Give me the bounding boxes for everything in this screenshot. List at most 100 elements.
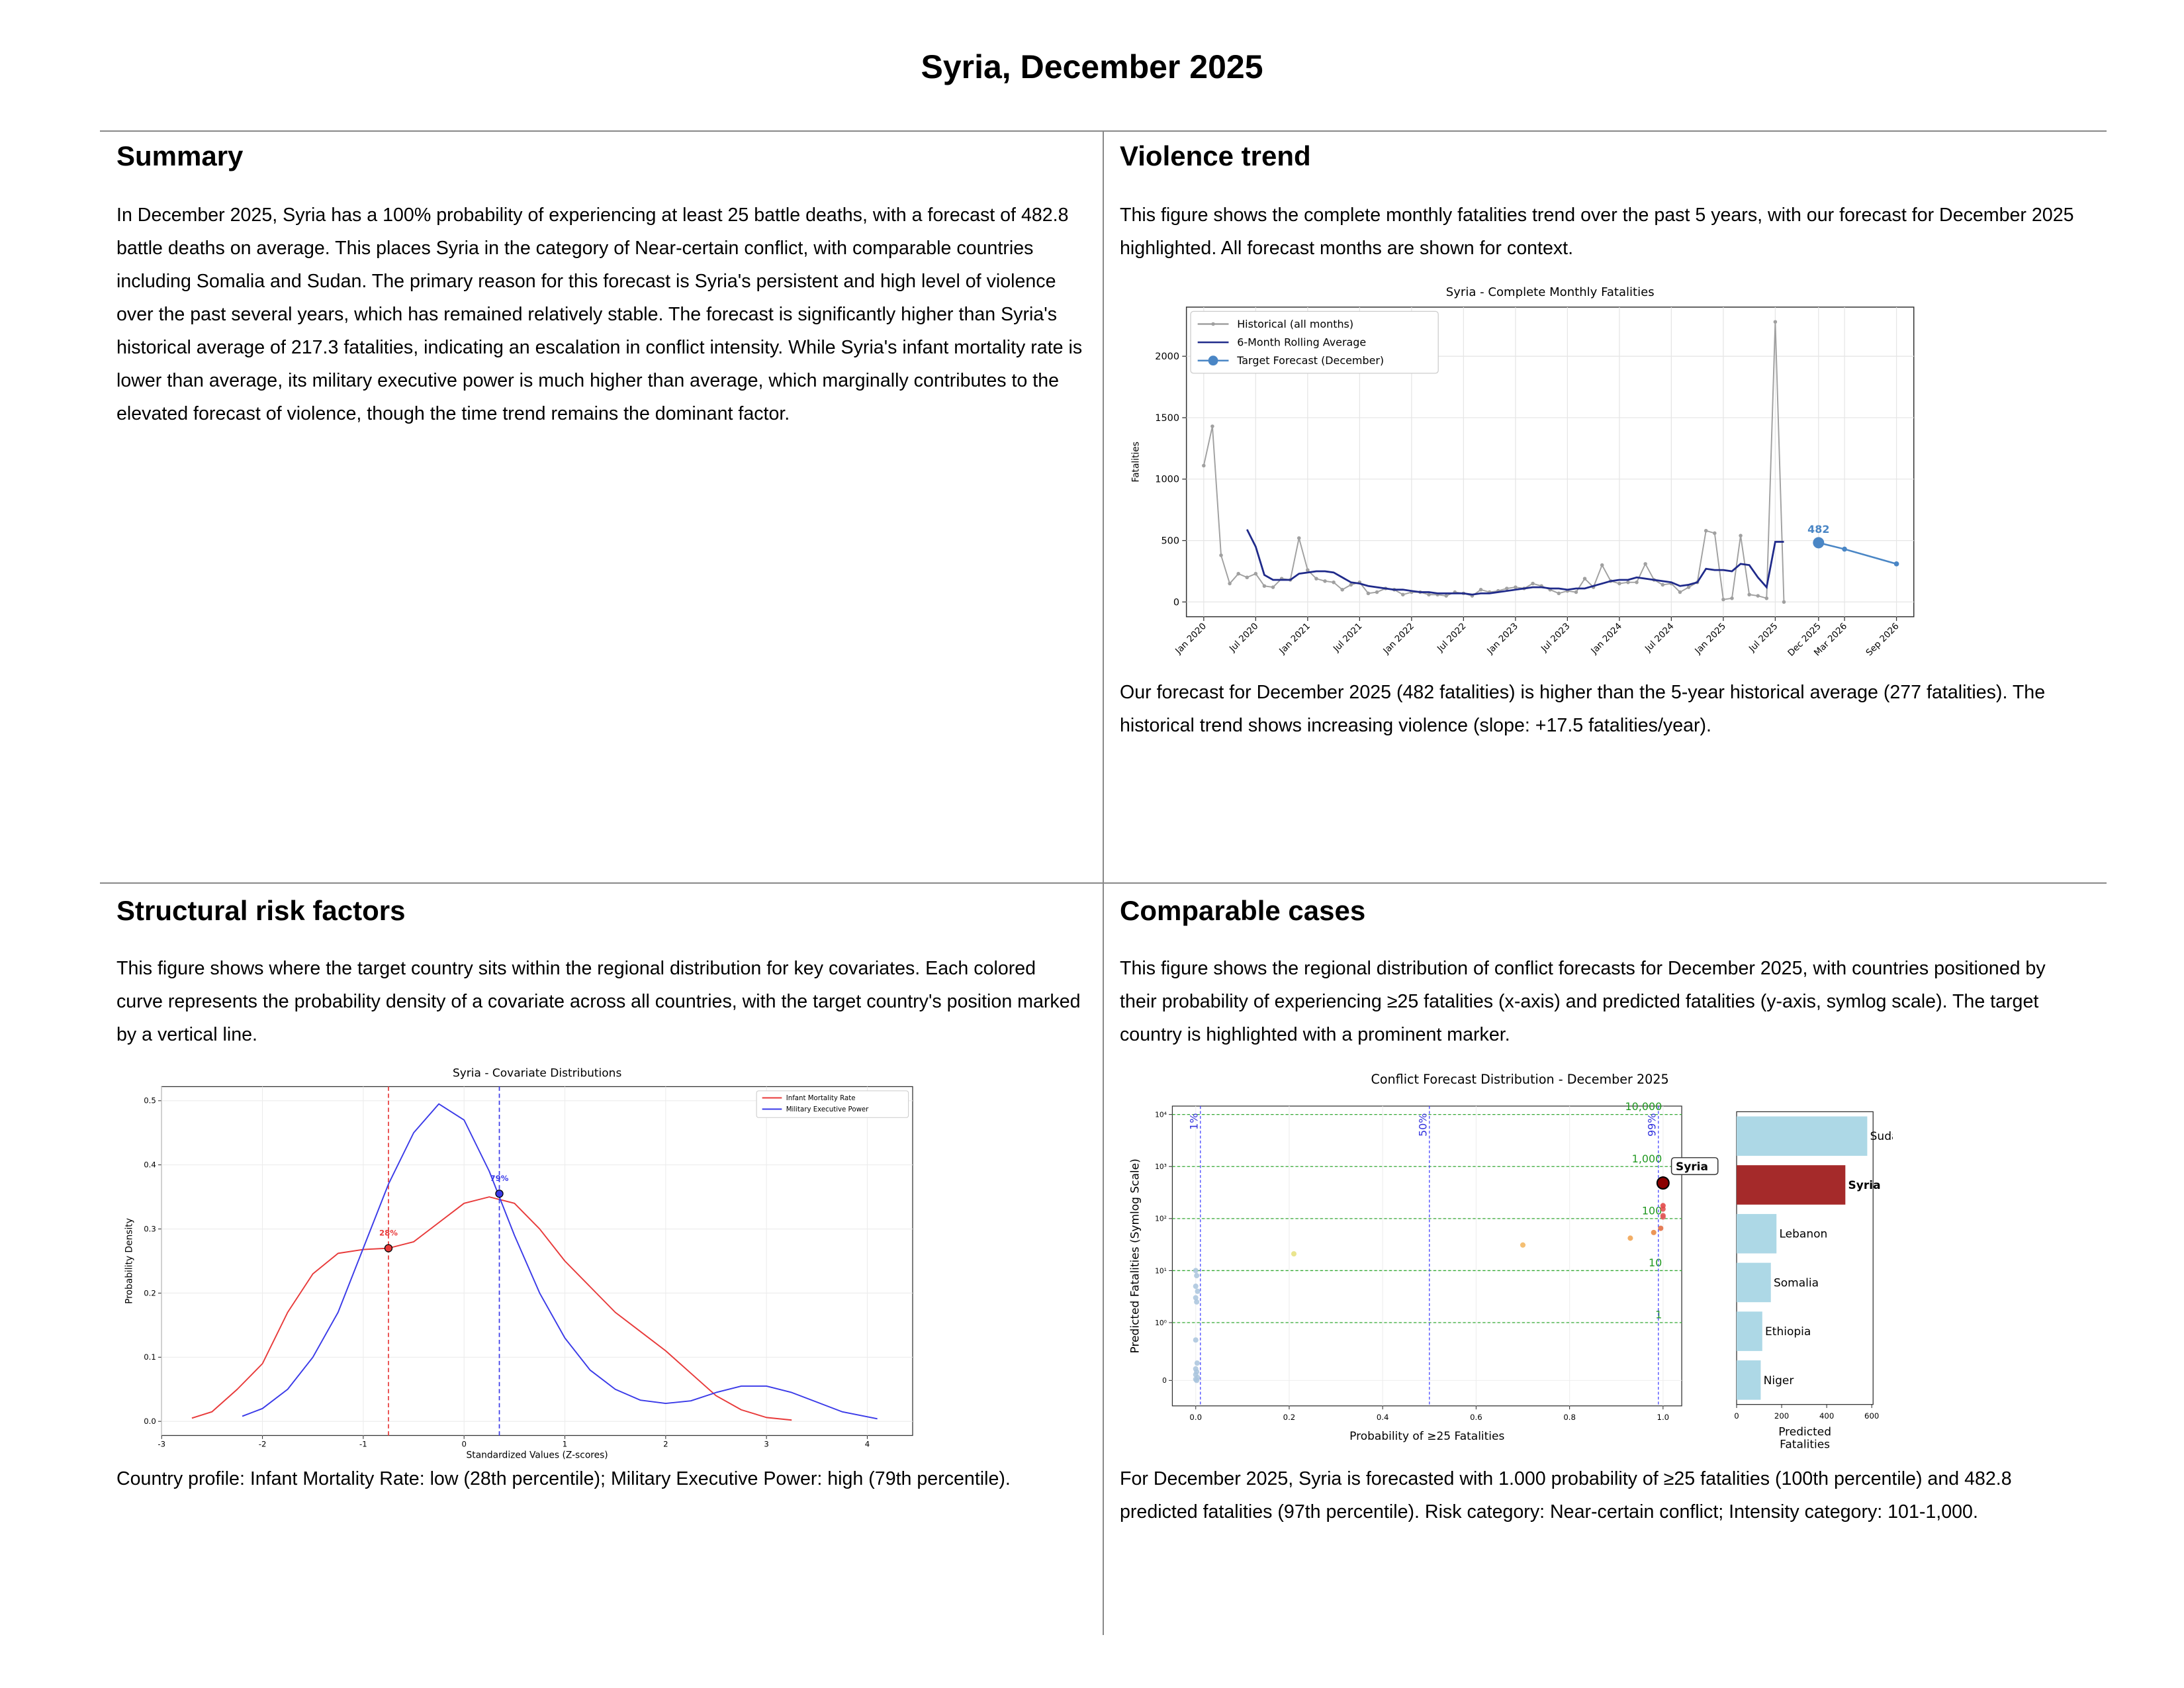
- x-tick-label: 0.6: [1470, 1413, 1482, 1422]
- bar-label: Syria: [1848, 1179, 1881, 1192]
- data-point: [1332, 580, 1336, 585]
- x-tick-label: 1.0: [1657, 1413, 1670, 1422]
- data-label: 482: [1807, 523, 1829, 536]
- x-axis-label: Predicted: [1778, 1425, 1831, 1438]
- x-tick-label: Jul 2024: [1643, 622, 1676, 655]
- data-point: [1686, 585, 1691, 589]
- data-point: [1730, 596, 1734, 600]
- legend: [1190, 310, 1439, 374]
- figure-caption: Country profile: Infant Mortality Rate: …: [116, 1468, 1011, 1489]
- data-point: [1210, 424, 1214, 428]
- data-point: [1600, 563, 1604, 567]
- data-point: [1704, 528, 1708, 533]
- target-marker: [384, 1244, 393, 1252]
- figure-caption: For December 2025, Syria is forecasted w…: [1120, 1468, 2012, 1523]
- data-point: [1314, 577, 1318, 581]
- x-tick-label: Jul 2022: [1435, 622, 1469, 655]
- x-tick-label: 2: [663, 1440, 668, 1449]
- target-label: Syria: [1676, 1160, 1708, 1174]
- data-point: [1253, 571, 1258, 576]
- data-point: [1479, 588, 1483, 592]
- data-point: [1557, 591, 1561, 596]
- data-point: [1401, 592, 1405, 597]
- y-tick-label: 2000: [1155, 352, 1179, 362]
- y-tick-label: 0.4: [144, 1160, 156, 1170]
- x-tick-label: 1: [563, 1440, 567, 1449]
- country-point: [1627, 1235, 1633, 1241]
- data-point: [1617, 581, 1621, 586]
- y-tick-label: 0.1: [144, 1352, 156, 1362]
- data-point: [1842, 546, 1847, 552]
- y-tick-label: 10⁴: [1155, 1110, 1167, 1119]
- data-point: [1893, 561, 1899, 567]
- figure-caption: Our forecast for December 2025 (482 fata…: [1120, 682, 2046, 736]
- y-axis-label: Probability Density: [124, 1218, 135, 1304]
- bar: [1737, 1360, 1761, 1400]
- data-point: [1756, 594, 1760, 598]
- y-tick-label: 0.5: [144, 1096, 156, 1105]
- threshold-label: 1,000: [1632, 1152, 1662, 1165]
- data-point: [1297, 536, 1301, 540]
- country-point: [1194, 1360, 1200, 1366]
- x-tick-label: 0.8: [1563, 1413, 1576, 1422]
- bar: [1737, 1213, 1777, 1254]
- x-tick-label: Jan 2021: [1277, 622, 1312, 657]
- data-point: [1340, 588, 1344, 592]
- chart-title: Syria - Covariate Distributions: [453, 1067, 622, 1080]
- bar-label: Somalia: [1774, 1276, 1819, 1289]
- legend: [756, 1090, 909, 1118]
- target-label: 28%: [379, 1229, 398, 1238]
- y-tick-label: 0.2: [144, 1288, 156, 1297]
- x-tick-label: 400: [1819, 1411, 1834, 1421]
- section-intro: This figure shows where the target count…: [116, 958, 1081, 1045]
- x-tick-label: 0: [461, 1440, 466, 1449]
- data-point: [1349, 583, 1353, 587]
- data-point: [1782, 600, 1786, 604]
- y-tick-label: 10²: [1155, 1215, 1167, 1223]
- x-axis-label: Probability of ≥25 Fatalities: [1349, 1430, 1504, 1443]
- data-point: [1661, 583, 1665, 587]
- data-point: [1764, 596, 1769, 600]
- country-point: [1520, 1242, 1526, 1248]
- plot-area: [1736, 1111, 1874, 1405]
- data-point: [1219, 553, 1223, 557]
- bar: [1737, 1262, 1771, 1303]
- section-heading: Structural risk factors: [116, 895, 406, 926]
- x-tick-label: 3: [764, 1440, 768, 1449]
- country-point: [1651, 1229, 1657, 1235]
- page-title: Syria, December 2025: [921, 48, 1263, 85]
- x-tick-label: 200: [1774, 1411, 1789, 1421]
- x-tick-label: Jul 2025: [1747, 622, 1780, 655]
- data-point: [1427, 592, 1431, 597]
- x-tick-label: 0.2: [1283, 1413, 1296, 1422]
- y-axis-label: Predicted Fatalities (Symlog Scale): [1128, 1158, 1142, 1353]
- x-tick-label: 600: [1864, 1411, 1879, 1421]
- legend-label: 6-Month Rolling Average: [1237, 336, 1366, 348]
- data-point: [1236, 571, 1240, 576]
- legend-marker: [1211, 322, 1215, 326]
- y-tick-label: 0.0: [144, 1417, 156, 1426]
- y-tick-label: 0.3: [144, 1224, 156, 1233]
- country-point: [1194, 1378, 1200, 1383]
- data-point: [1505, 586, 1509, 590]
- data-point: [1626, 580, 1630, 585]
- bar-label: Lebanon: [1779, 1228, 1827, 1241]
- y-tick-label: 10³: [1155, 1162, 1167, 1171]
- x-tick-label: Jan 2020: [1173, 622, 1208, 657]
- y-tick-label: 0: [1162, 1376, 1167, 1385]
- bar-label: Ethiopia: [1765, 1325, 1811, 1338]
- y-tick-label: 500: [1161, 536, 1179, 546]
- y-tick-label: 10⁰: [1155, 1319, 1167, 1327]
- data-point: [1678, 590, 1682, 594]
- plot-area: [1171, 1105, 1682, 1407]
- x-tick-label: Jul 2023: [1539, 622, 1572, 655]
- threshold-label: 50%: [1417, 1113, 1430, 1137]
- x-tick-label: Jan 2025: [1693, 622, 1728, 657]
- bar-label: Niger: [1764, 1374, 1794, 1387]
- data-point: [1747, 592, 1751, 597]
- legend-label: Infant Mortality Rate: [786, 1095, 856, 1102]
- target-forecast-point: [1813, 537, 1825, 549]
- country-point: [1193, 1337, 1199, 1343]
- country-point: [1193, 1268, 1199, 1274]
